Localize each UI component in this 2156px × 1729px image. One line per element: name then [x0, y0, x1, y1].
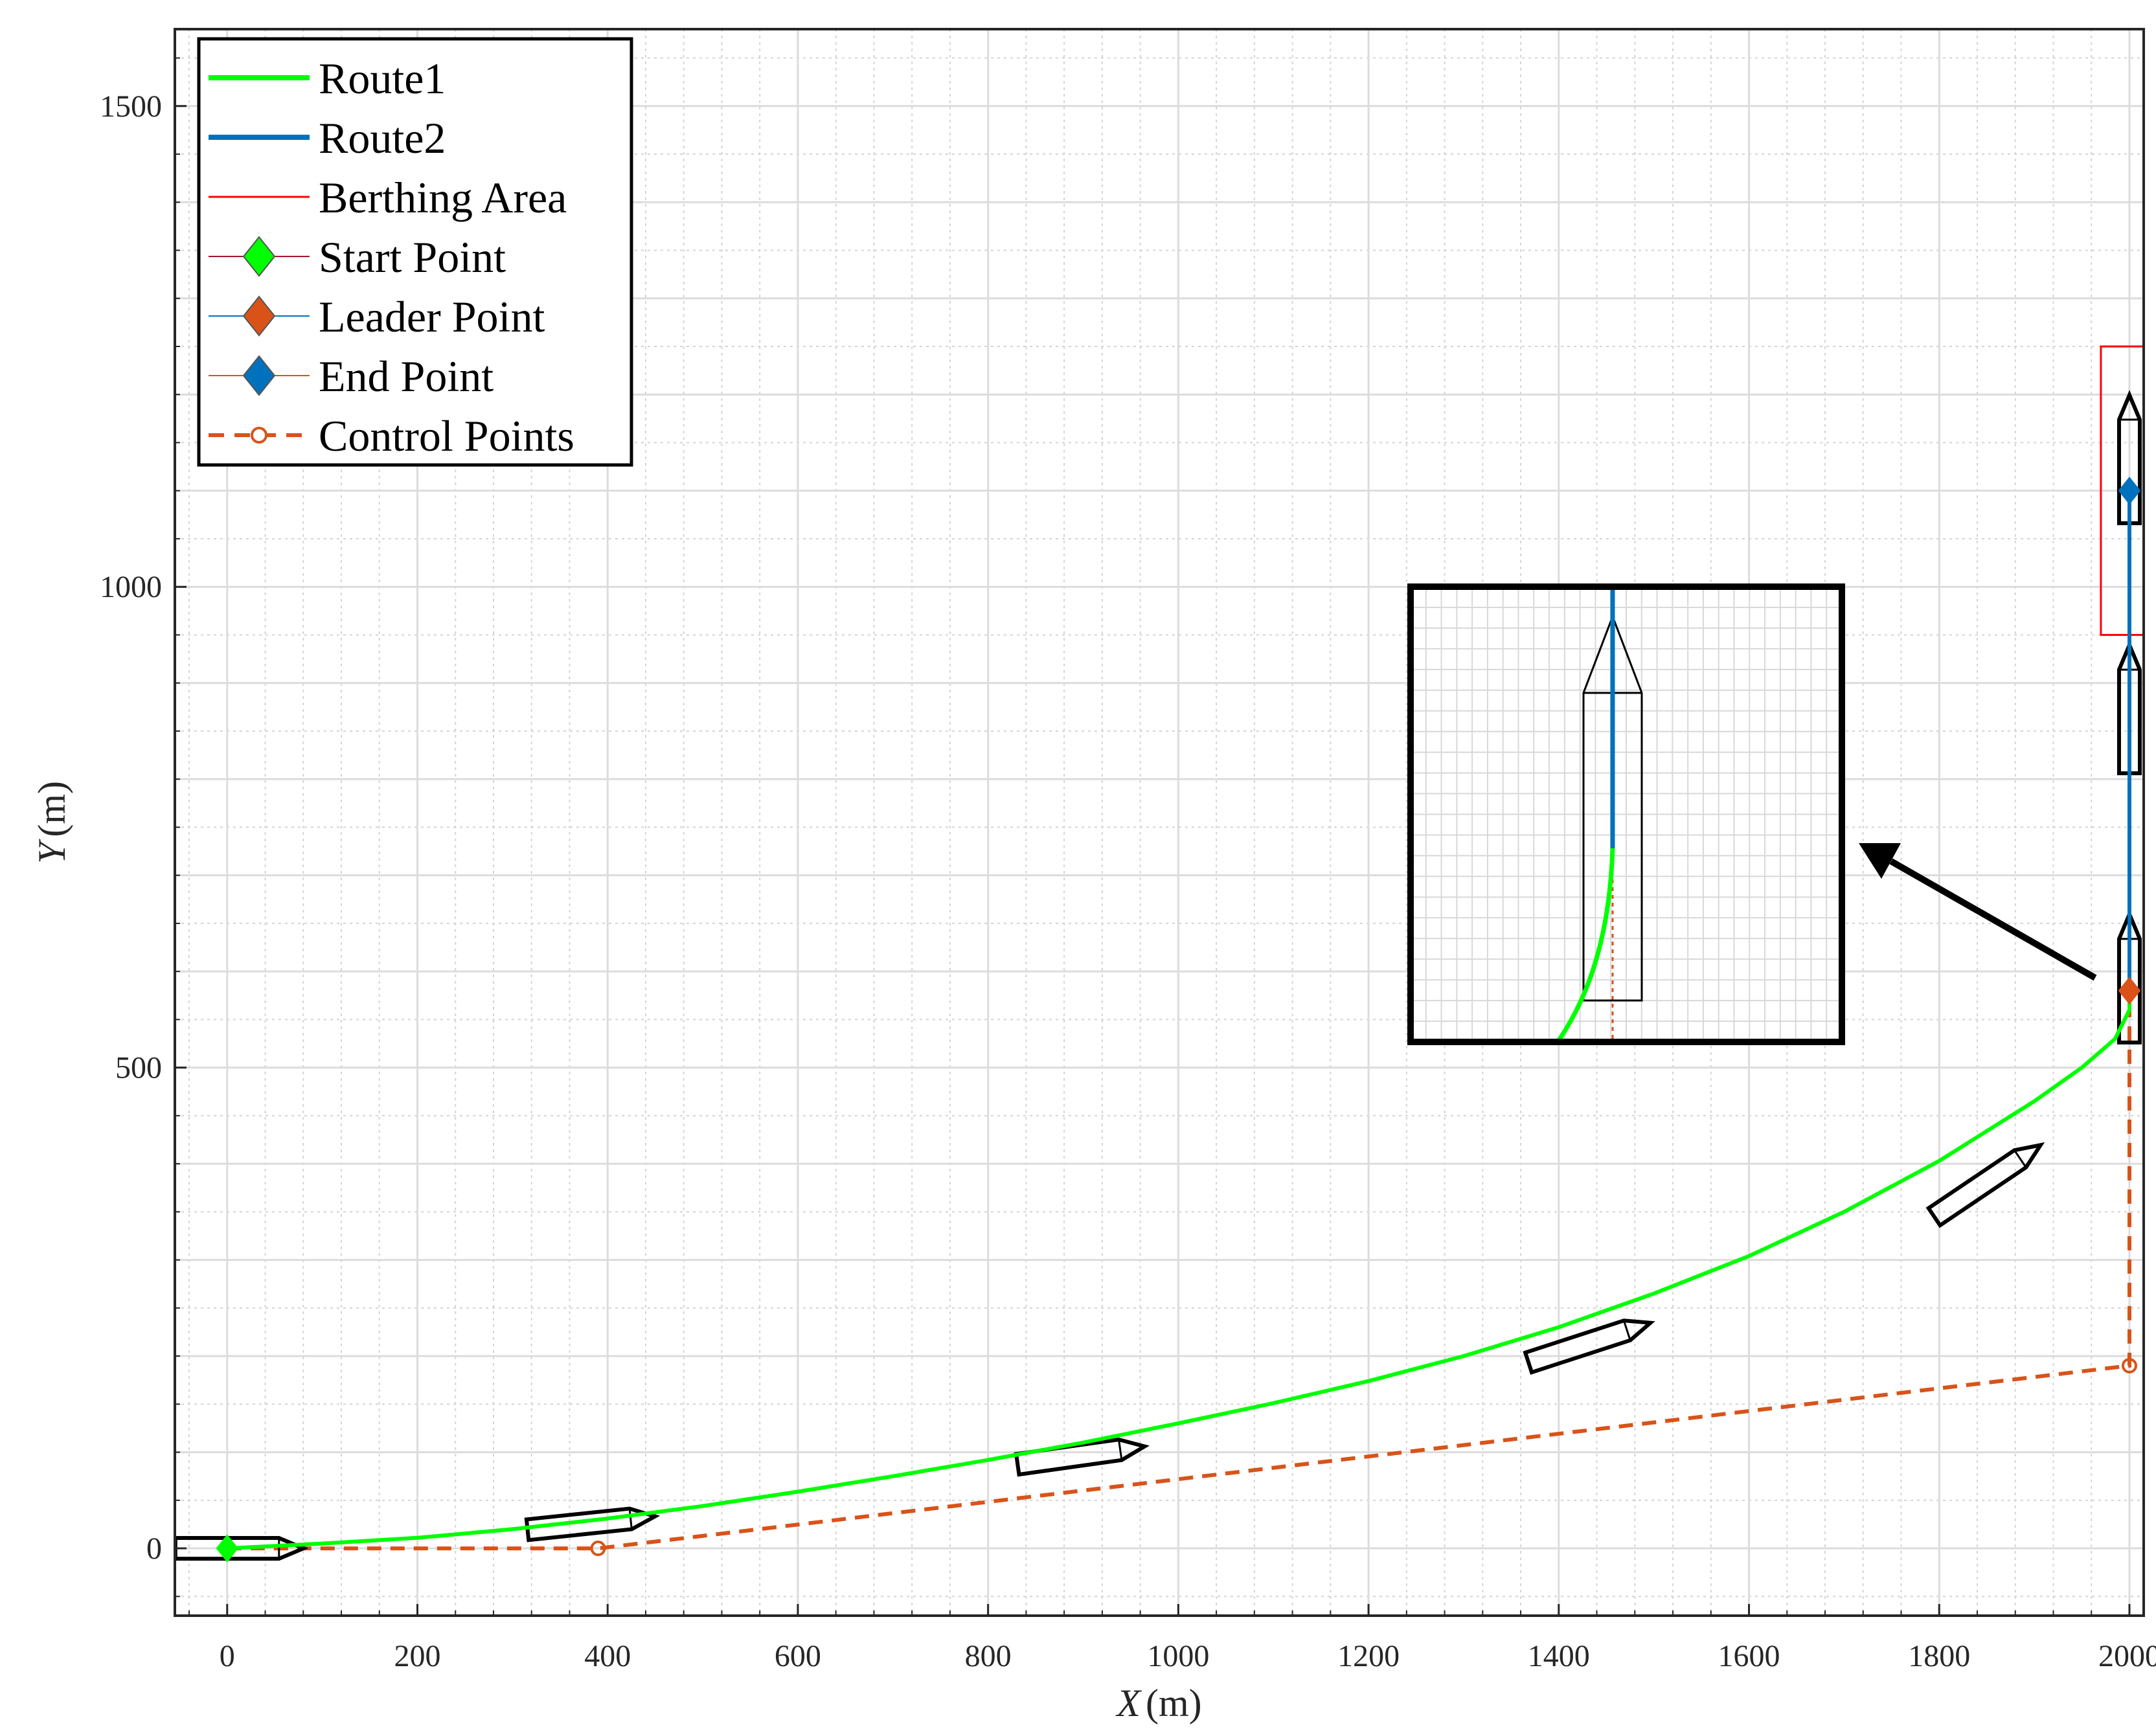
ship-hull	[1523, 1318, 1655, 1375]
x-tick-label: 1200	[1337, 1639, 1400, 1673]
control-point-marker	[590, 1541, 606, 1557]
x-tick-label: 1400	[1528, 1639, 1590, 1673]
plot-content	[175, 345, 2144, 1563]
y-axis-label: Y(m)	[30, 781, 73, 864]
axes: 0 200 400 600 800 1000 1200 1400 1600 1800 2000 0 50…	[100, 28, 2156, 1673]
ship-hull	[2116, 390, 2142, 526]
route1-line	[227, 990, 2131, 1551]
inset-ship-hull	[1582, 613, 1643, 1002]
ship-bow-line	[1117, 1439, 1123, 1460]
ship-outline	[2116, 390, 2142, 526]
x-tick-label: 800	[965, 1639, 1012, 1673]
inset-content	[1411, 587, 1842, 1042]
legend-label: Berthing Area	[319, 173, 567, 222]
ship-hull	[1014, 1437, 1150, 1477]
start-point-marker	[216, 1534, 239, 1563]
ship-outline	[1523, 1318, 1655, 1375]
control-polygon-line	[227, 990, 2131, 1551]
ship-outline	[1925, 1142, 2045, 1228]
inset-route1-line	[1556, 848, 1615, 1042]
legend-swatch-marker	[242, 295, 276, 337]
legend-label: Route1	[319, 54, 446, 103]
zoom-inset	[1407, 583, 2097, 1045]
x-tick-label: 0	[220, 1639, 235, 1673]
x-tick-label: 1800	[1908, 1639, 1970, 1673]
ship-hull	[1925, 1142, 2045, 1228]
legend-item: Leader Point	[209, 292, 545, 341]
ship-hull	[524, 1506, 661, 1543]
axes-box	[174, 28, 2145, 1617]
x-tick-label: 1000	[1147, 1639, 1209, 1673]
x-axis-label: X (m)	[1115, 1682, 1201, 1724]
inset-pointer-arrow	[1889, 858, 2097, 981]
ship-bow-line	[628, 1508, 633, 1530]
legend-label: Start Point	[319, 232, 506, 282]
y-tick-label: 500	[115, 1051, 162, 1085]
x-tick-label: 600	[775, 1639, 821, 1673]
legend-label: Leader Point	[319, 292, 545, 341]
x-tick-label: 2000	[2098, 1639, 2156, 1673]
legend-label: End Point	[319, 352, 494, 401]
leader-point-marker	[2118, 977, 2141, 1005]
legend-item: Start Point	[209, 232, 506, 282]
legend: Route1 Route2 Berthing Area Start Point Lead…	[197, 37, 633, 467]
x-tick-label: 1600	[1718, 1639, 1780, 1673]
legend-item: Berthing Area	[209, 173, 567, 222]
legend-label: Control Points	[319, 411, 574, 460]
ship-outline	[1014, 1437, 1150, 1477]
legend-item: Route1	[209, 54, 446, 103]
legend-swatch-marker	[242, 355, 276, 396]
ship-hull	[2116, 640, 2142, 776]
legend-swatch-marker	[251, 427, 267, 444]
x-tick-label: 200	[394, 1639, 440, 1673]
control-point-marker	[2121, 1357, 2137, 1373]
legend-label: Route2	[319, 113, 446, 163]
inset-pointer-arrowhead	[1859, 843, 1901, 879]
y-tick-label: 1000	[100, 570, 162, 604]
end-point-marker	[2118, 477, 2141, 505]
y-tick-label: 1500	[100, 89, 162, 124]
legend-item: Route2	[209, 113, 446, 163]
x-tick-label: 400	[584, 1639, 631, 1673]
legend-item: Control Points	[209, 411, 574, 460]
ship-hull	[2116, 909, 2142, 1045]
legend-swatch-marker	[242, 236, 276, 277]
legend-item: End Point	[209, 352, 494, 401]
ship-bow-line	[2014, 1149, 2027, 1168]
ship-outline	[524, 1506, 661, 1543]
ship-bow-line	[1622, 1320, 1631, 1341]
y-tick-label: 0	[146, 1531, 162, 1566]
inset-frame	[1407, 583, 1845, 1045]
